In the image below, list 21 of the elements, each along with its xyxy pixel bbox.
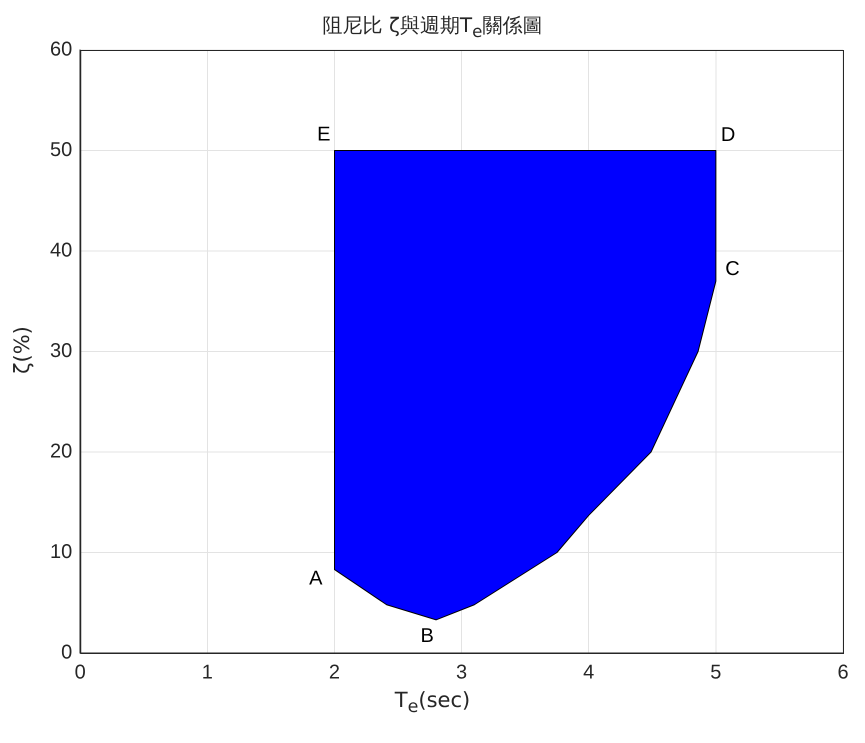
y-tick-label: 50: [50, 139, 72, 162]
annotation: D: [720, 124, 736, 146]
annotation: E: [317, 123, 331, 146]
chart-title: 阻尼比 ζ與週期T$_{e}$關係圖: [322, 13, 542, 41]
y-tick-label: 20: [50, 440, 72, 463]
y-tick-label: 0: [61, 642, 72, 664]
x-tick-label: 6: [837, 662, 849, 684]
x-tick-label: 3: [456, 662, 468, 684]
y-tick-label: 10: [50, 541, 72, 564]
x-tick-label: 1: [202, 662, 213, 684]
y-tick-label: 30: [50, 340, 72, 362]
y-tick-label: 40: [50, 240, 72, 262]
x-tick-label: 4: [583, 662, 594, 684]
x-axis-title: T$_{e}$(sec): [394, 688, 472, 718]
annotation: B: [420, 624, 434, 647]
annotation: C: [725, 258, 740, 280]
x-tick-label: 5: [710, 662, 722, 684]
annotation: A: [309, 568, 324, 590]
y-axis-title: ζ(%): [10, 326, 34, 374]
x-tick-label: 2: [328, 662, 340, 684]
y-tick-label: 60: [50, 38, 72, 61]
